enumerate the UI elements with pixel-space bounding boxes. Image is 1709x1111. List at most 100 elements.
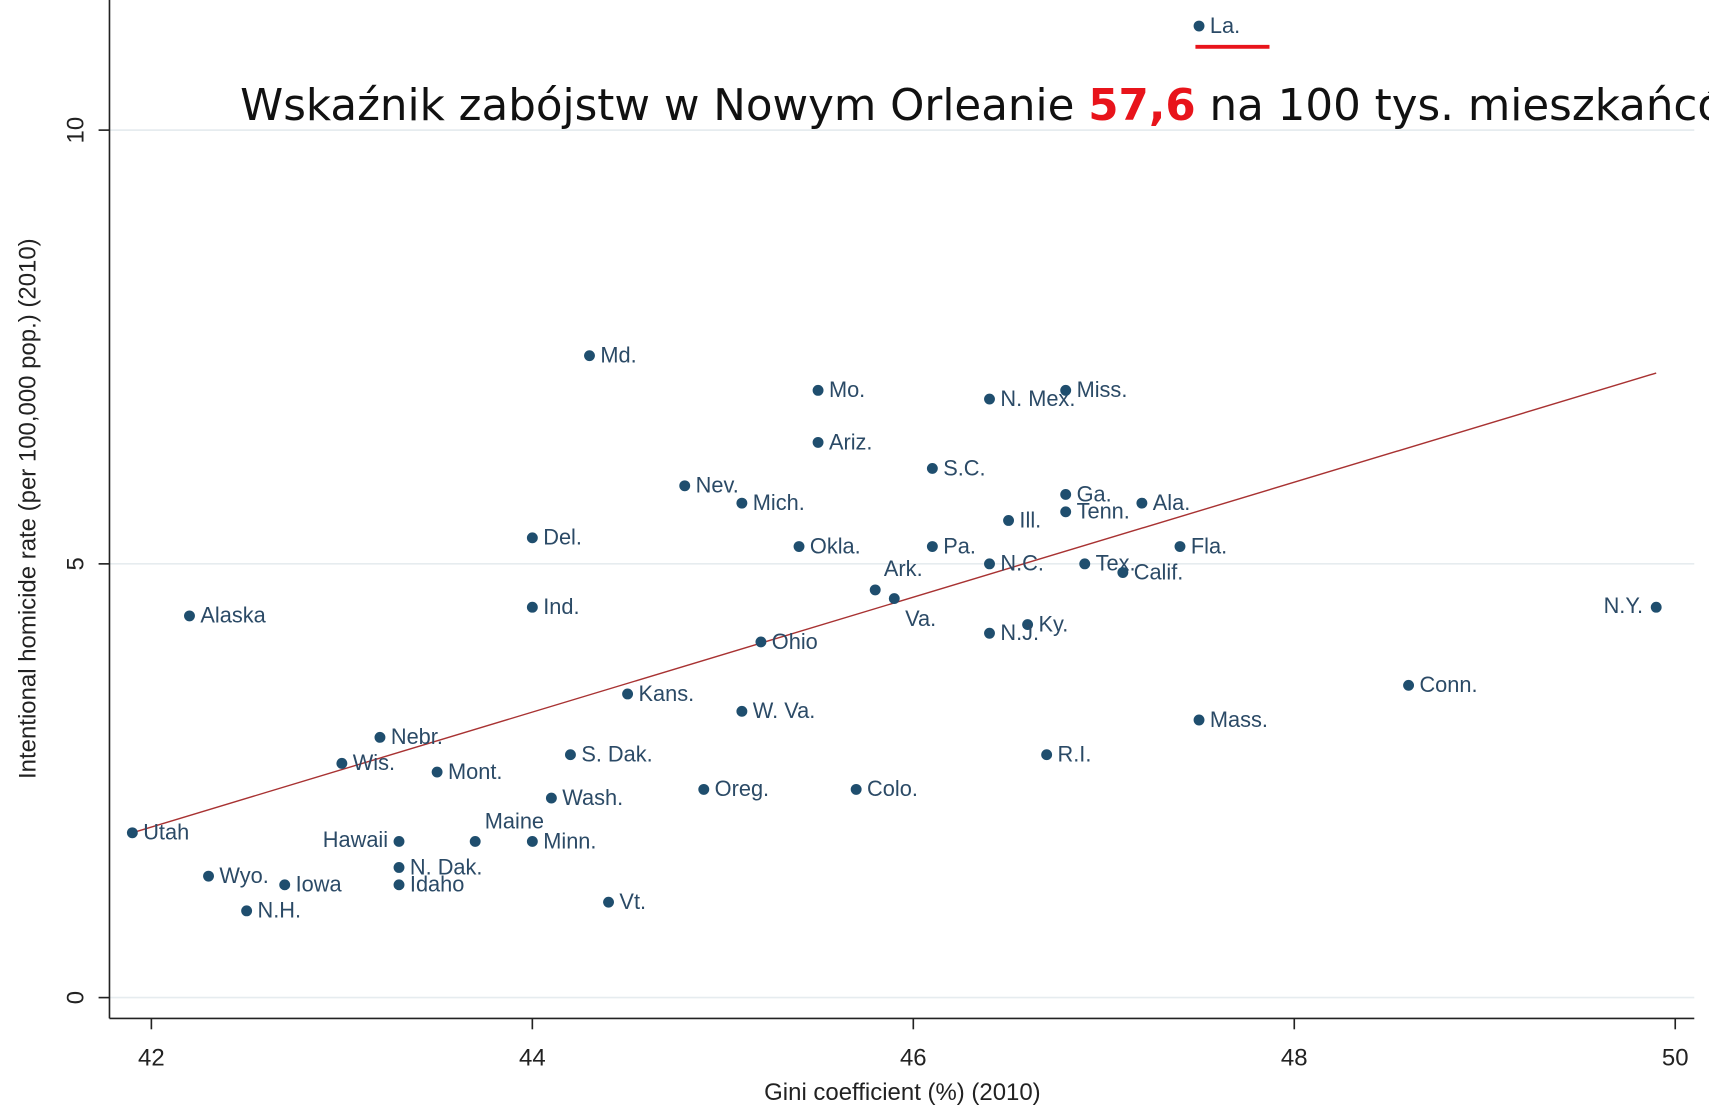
point-label: Ill. [1019, 507, 1041, 532]
point [393, 862, 405, 873]
point [279, 879, 291, 891]
point-label: Miss. [1077, 377, 1128, 402]
point [736, 497, 748, 509]
point [850, 783, 862, 795]
point [603, 896, 614, 908]
point [812, 384, 824, 396]
x-tick-label: 50 [1662, 1044, 1689, 1071]
point-label: Mont. [448, 759, 502, 784]
point [1193, 20, 1205, 32]
x-tick-label: 44 [519, 1044, 546, 1071]
point [869, 584, 881, 596]
point-label: Nev. [696, 473, 739, 498]
y-tick-label: 5 [62, 557, 89, 570]
point-label: Alaska [200, 603, 266, 628]
point [203, 870, 214, 882]
x-tick-label: 48 [1281, 1044, 1308, 1071]
point-label: Tex. [1096, 551, 1136, 576]
point [374, 731, 386, 743]
point [1060, 506, 1072, 518]
point-label: S. Dak. [581, 742, 652, 767]
point [888, 593, 900, 605]
point-label: N.H. [258, 898, 302, 923]
point-label: Wyo. [219, 863, 268, 888]
x-tick-label: 42 [138, 1044, 165, 1071]
point-label: Conn. [1419, 672, 1477, 697]
point [526, 532, 538, 544]
annotation-text: na 100 tys. mieszkańców [1196, 81, 1709, 131]
point-label: Wis. [353, 750, 395, 775]
point-label: Iowa [296, 872, 343, 897]
annotation: Wskaźnik zabójstw w Nowym Orleanie 57,6 … [240, 81, 1709, 131]
point-label: Maine [485, 809, 544, 834]
point [1117, 567, 1129, 578]
point [926, 462, 938, 474]
x-tick-label: 46 [900, 1044, 927, 1071]
point-label: Ariz. [829, 429, 873, 454]
point [1003, 515, 1014, 526]
point [1193, 714, 1205, 726]
point-label: N.C. [1000, 551, 1044, 576]
point [984, 393, 995, 405]
point-label: Mo. [829, 377, 865, 402]
point-label: Kans. [638, 681, 694, 706]
point-label: Tenn. [1077, 499, 1130, 524]
point-label: N.Y. [1604, 593, 1644, 618]
point [184, 610, 195, 622]
y-tick-label: 0 [62, 991, 89, 1004]
point [984, 627, 995, 639]
y-axis-label: Intentional homicide rate (per 100,000 p… [14, 238, 41, 779]
point-label: Md. [600, 343, 636, 368]
point [393, 836, 405, 847]
point [926, 541, 938, 552]
point [812, 436, 824, 448]
point-label: Ark. [884, 556, 923, 581]
annotation-text: Wskaźnik zabójstw w Nowym Orleanie [240, 81, 1088, 131]
point [679, 480, 691, 492]
point [1079, 558, 1091, 570]
point-label: R.I. [1058, 742, 1092, 767]
x-axis-label: Gini coefficient (%) (2010) [764, 1079, 1040, 1106]
point [431, 766, 443, 778]
point-label: Calif. [1134, 559, 1184, 584]
point [584, 350, 595, 362]
point [336, 757, 348, 769]
point [469, 836, 481, 847]
point-label: Utah [143, 820, 189, 845]
point-label: Nebr. [391, 724, 443, 749]
point-label: Wash. [562, 785, 623, 810]
point [793, 541, 805, 552]
point-label: Vt. [619, 889, 646, 914]
point-label: S.C. [943, 455, 985, 480]
y-tick-label: 10 [62, 117, 89, 144]
point-label: Ala. [1153, 490, 1191, 515]
point [1060, 384, 1072, 396]
point [1650, 601, 1662, 613]
point-label: Va. [905, 606, 936, 631]
point-label: Mich. [753, 490, 805, 515]
point [984, 558, 995, 570]
point [1060, 489, 1072, 500]
point-label: Oreg. [715, 776, 769, 801]
point-label: Colo. [867, 776, 918, 801]
point [736, 705, 748, 717]
point [698, 783, 710, 795]
annotation-highlight: 57,6 [1088, 81, 1195, 131]
point [526, 601, 538, 613]
point-label: Okla. [810, 533, 861, 558]
point-label: Ind. [543, 594, 579, 619]
point [241, 905, 253, 917]
point [526, 836, 538, 847]
point [1174, 541, 1186, 552]
point-label: Del. [543, 525, 582, 550]
point-label: Minn. [543, 828, 596, 853]
point-label: Hawaii [323, 827, 388, 852]
point [1041, 749, 1053, 761]
point [564, 749, 576, 761]
point-label: Fla. [1191, 533, 1227, 558]
point-label: W. Va. [753, 698, 816, 723]
point-label: Ky. [1038, 611, 1068, 636]
point-label: N.J. [1000, 620, 1039, 645]
point-label: N. Dak. [410, 854, 483, 879]
point [545, 792, 557, 804]
